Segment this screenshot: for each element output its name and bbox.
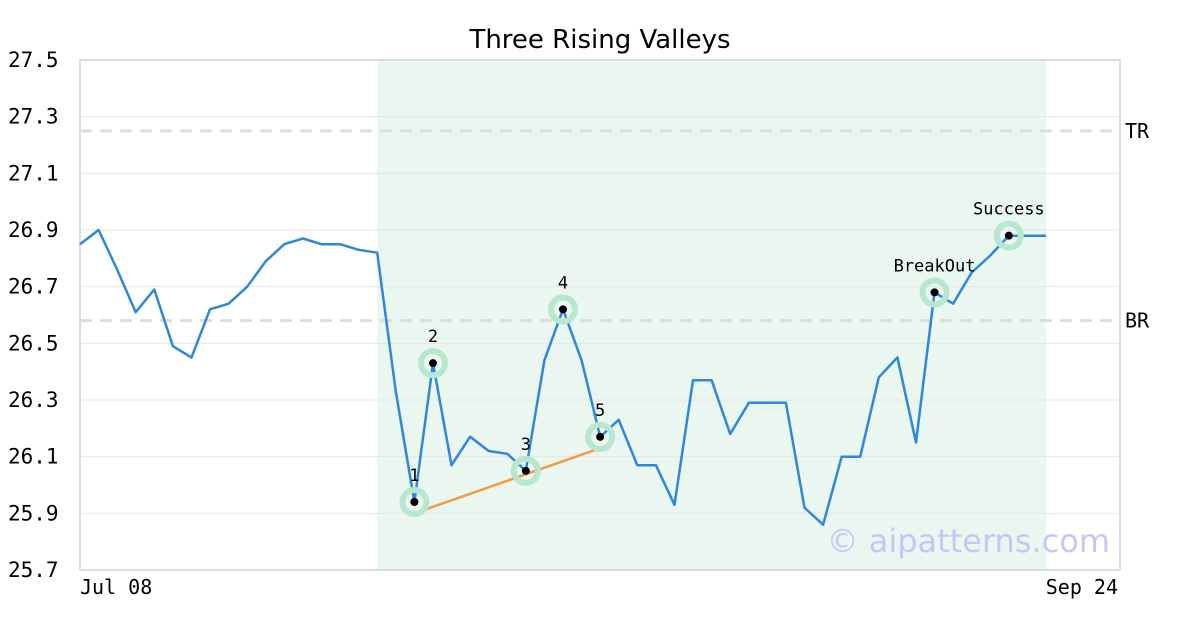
annotation-markers: 1 2 3 4 5 BreakOut Success xyxy=(399,200,1045,517)
y-tick-label: 26.1 xyxy=(8,445,59,469)
annotation-point-success xyxy=(1004,231,1013,240)
annotation-point-3 xyxy=(521,466,530,475)
reference-label-tr: TR xyxy=(1125,119,1150,143)
annotation-label-2: 2 xyxy=(428,327,438,347)
highlight-layer xyxy=(377,60,1046,570)
annotation-halo-4 xyxy=(548,294,578,325)
y-tick-label: 26.5 xyxy=(8,331,59,355)
pattern-highlight-region xyxy=(377,60,1046,570)
annotation-label-breakout: BreakOut xyxy=(894,256,976,276)
annotation-label-4: 4 xyxy=(558,273,568,293)
y-axis: 25.7 25.9 26.1 26.3 26.5 26.7 26.9 27.1 27.3 27.5 xyxy=(8,48,59,582)
y-tick-label: 26.9 xyxy=(8,218,59,242)
chart-title: Three Rising Valleys xyxy=(468,25,730,55)
annotation-point-2 xyxy=(428,359,437,368)
y-tick-label: 25.7 xyxy=(8,558,59,582)
annotation-halo-1 xyxy=(399,487,430,517)
annotation-label-3: 3 xyxy=(521,435,531,455)
y-tick-label: 26.3 xyxy=(8,388,59,412)
reference-lines: TR BR xyxy=(80,119,1150,333)
annotation-halo-breakout xyxy=(919,277,950,308)
reference-label-br: BR xyxy=(1125,309,1150,333)
y-tick-label: 26.7 xyxy=(8,275,59,299)
annotation-point-breakout xyxy=(930,288,939,297)
annotation-point-5 xyxy=(596,432,605,441)
y-tick-label: 27.5 xyxy=(8,48,59,72)
annotation-label-5: 5 xyxy=(595,401,605,421)
annotation-label-1: 1 xyxy=(409,466,419,486)
annotation-point-1 xyxy=(410,498,419,506)
annotation-halo-3 xyxy=(510,455,541,486)
x-tick-label: Sep 24 xyxy=(1046,575,1118,599)
annotation-label-success: Success xyxy=(973,200,1045,220)
x-tick-label: Jul 08 xyxy=(80,575,152,599)
y-tick-label: 27.3 xyxy=(8,105,59,129)
x-axis: Jul 08 Sep 24 xyxy=(80,575,1118,599)
plot-frame xyxy=(79,59,1121,571)
y-tick-label: 25.9 xyxy=(8,501,59,525)
valley-trendline xyxy=(413,446,601,515)
annotation-point-4 xyxy=(559,305,567,314)
watermark: © aipatterns.com xyxy=(827,522,1110,560)
annotation-halo-2 xyxy=(417,348,448,379)
annotation-halo-5 xyxy=(585,421,616,452)
annotation-halo-success xyxy=(993,220,1024,251)
y-tick-label: 27.1 xyxy=(8,161,59,185)
